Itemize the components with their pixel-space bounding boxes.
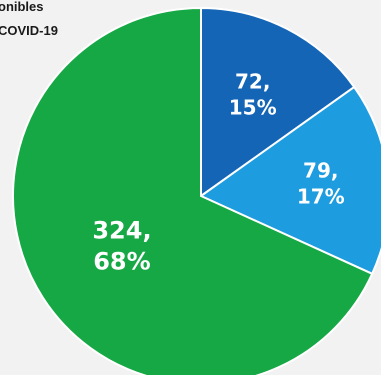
legend-line-1: onibles [0, 0, 44, 14]
slice-percent-label-72: 15% [229, 96, 277, 120]
pie-slices [11, 6, 381, 375]
legend-line-2: COVID-19 [0, 23, 58, 38]
pie-slice-324 [11, 6, 374, 375]
pie-slice-79 [199, 85, 381, 276]
slice-value-label-72: 72, [235, 70, 270, 94]
slice-value-label-324: 324, [92, 216, 151, 244]
slice-percent-label-79: 17% [297, 184, 345, 208]
slice-value-label-79: 79, [303, 158, 338, 182]
pie-slice-72 [200, 6, 356, 198]
pie-labels: 72,15% 79,17% 324, 68% [92, 70, 344, 276]
slice-percent-label-324: 68% [93, 248, 150, 276]
